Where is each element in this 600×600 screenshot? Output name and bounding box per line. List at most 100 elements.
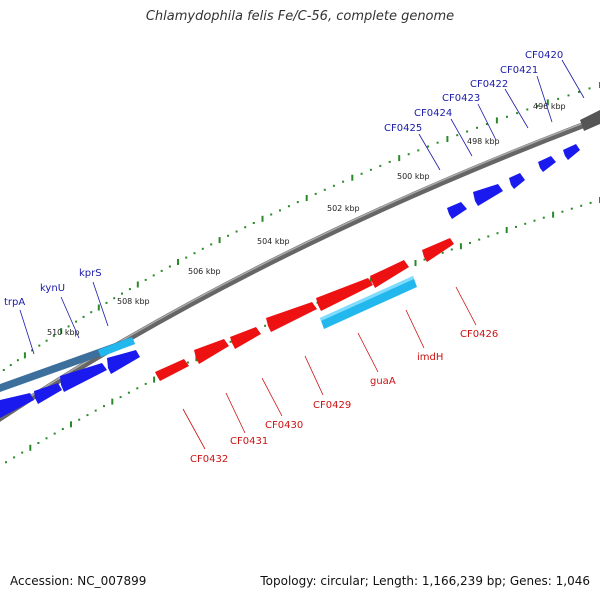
inner-tick-mark [37, 442, 40, 444]
inner-tick-mark [570, 207, 573, 210]
outer-tick-mark [105, 301, 108, 304]
outer-tick-mark [9, 364, 12, 367]
outer-tick-mark [97, 304, 100, 311]
inner-tick-mark [229, 340, 232, 343]
outer-tick-mark [218, 237, 221, 244]
outer-tick-mark [436, 141, 439, 144]
gene-cf0422-glyph [538, 156, 556, 172]
outer-tick-mark [287, 205, 290, 208]
outer-tick-mark [495, 117, 498, 124]
inner-tick-mark [86, 414, 89, 417]
inner-tick-mark [505, 227, 508, 233]
highlight-band-forward [0, 337, 135, 392]
outer-tick-mark [279, 209, 281, 212]
outer-tick-mark [227, 234, 230, 237]
gene-label-cf0431[interactable]: CF0431 [230, 436, 268, 447]
position-label-500: 500 kbp [397, 172, 430, 181]
outer-tick-mark [557, 97, 560, 100]
gene-imdh-glyph [320, 276, 417, 329]
gene-label-cf0423[interactable]: CF0423 [442, 93, 480, 104]
gene-label-kynu[interactable]: kynU [40, 283, 65, 294]
outer-tick-mark [168, 265, 171, 268]
gene-label-cf0422[interactable]: CF0422 [470, 79, 508, 90]
gene-cf0432a-glyph [194, 339, 229, 364]
genome-summary-text: Topology: circular; Length: 1,166,239 bp… [260, 574, 590, 588]
outer-tick-mark [485, 123, 488, 126]
outer-tick-mark [144, 278, 147, 281]
gene-cf0424-glyph [473, 184, 503, 206]
outer-tick-mark [466, 130, 469, 133]
gene-guaa-glyph [370, 260, 409, 288]
inner-tick-mark [61, 428, 64, 430]
inner-tick-mark [153, 376, 156, 383]
outer-tick-mark [536, 105, 539, 107]
outer-tick-mark [567, 94, 570, 97]
outer-tick-mark [369, 168, 372, 171]
gene-cf0430-glyph [266, 302, 317, 332]
gene-cf0429-glyph [316, 278, 373, 311]
position-label-502: 502 kbp [327, 204, 360, 213]
outer-tick-mark [23, 352, 26, 359]
outer-tick-mark [506, 115, 508, 118]
outer-tick-mark [417, 149, 420, 152]
outer-tick-mark [201, 247, 204, 250]
gene-label-cf0424[interactable]: CF0424 [414, 108, 452, 119]
outer-tick-mark [476, 126, 478, 129]
position-label-504: 504 kbp [257, 237, 290, 246]
outer-tick-mark [136, 281, 139, 288]
outer-tick-mark [578, 90, 580, 93]
inner-tick-mark [423, 258, 426, 261]
inner-tick-mark [414, 260, 417, 266]
inner-tick-mark [515, 225, 517, 228]
gene-cf0423-glyph [509, 173, 525, 189]
position-label-508: 508 kbp [117, 297, 150, 306]
gene-label-trpa[interactable]: trpA [4, 297, 25, 308]
gene-label-cf0425[interactable]: CF0425 [384, 123, 422, 134]
gene-cf0426-glyph [422, 238, 454, 262]
outer-tick-mark [456, 134, 459, 137]
inner-tick-mark [5, 461, 7, 464]
dark-gene-cf0420 [580, 110, 600, 131]
outer-tick-mark [2, 369, 5, 371]
outer-tick-mark [152, 274, 155, 277]
inner-tick-mark [78, 418, 81, 421]
gene-label-cf0421[interactable]: CF0421 [500, 65, 538, 76]
inner-tick-mark [524, 222, 527, 225]
forward-leader-lines [19, 59, 585, 355]
outer-tick-mark [296, 201, 299, 204]
outer-tick-mark [588, 87, 591, 90]
gene-trpa-glyph [34, 383, 62, 404]
gene-label-cf0429[interactable]: CF0429 [313, 400, 351, 411]
inner-tick-mark [264, 324, 267, 327]
position-label-510: 510 kbp [47, 328, 80, 337]
inner-tick-mark [542, 216, 545, 219]
gene-label-imdh[interactable]: imdH [417, 352, 443, 363]
outer-tick-mark [252, 222, 255, 224]
inner-tick-mark [441, 251, 444, 254]
outer-tick-mark [38, 344, 41, 347]
inner-tick-mark [552, 211, 555, 218]
outer-tick-mark [398, 155, 401, 162]
gene-kprs-glyph [107, 350, 140, 374]
outer-tick-mark [379, 164, 382, 167]
gene-cf0432-glyph [155, 359, 189, 381]
gene-label-kprs[interactable]: kprS [79, 268, 102, 279]
inner-tick-mark [450, 248, 453, 251]
inner-tick-mark [478, 238, 481, 241]
gene-label-cf0426[interactable]: CF0426 [460, 329, 498, 340]
gene-label-cf0420[interactable]: CF0420 [525, 50, 563, 61]
outer-tick-mark [314, 192, 317, 195]
gene-label-cf0430[interactable]: CF0430 [265, 420, 303, 431]
inner-tick-mark [589, 201, 592, 204]
outer-tick-mark [323, 188, 326, 191]
inner-tick-mark [45, 437, 48, 440]
inner-tick-mark [136, 387, 139, 390]
position-label-506: 506 kbp [188, 267, 221, 276]
gene-label-guaa[interactable]: guaA [370, 376, 396, 387]
outer-tick-mark [235, 230, 238, 233]
inner-tick-mark [369, 277, 372, 284]
outer-tick-mark [82, 315, 85, 318]
gene-label-cf0432[interactable]: CF0432 [190, 454, 228, 465]
outer-tick-mark [16, 359, 19, 362]
